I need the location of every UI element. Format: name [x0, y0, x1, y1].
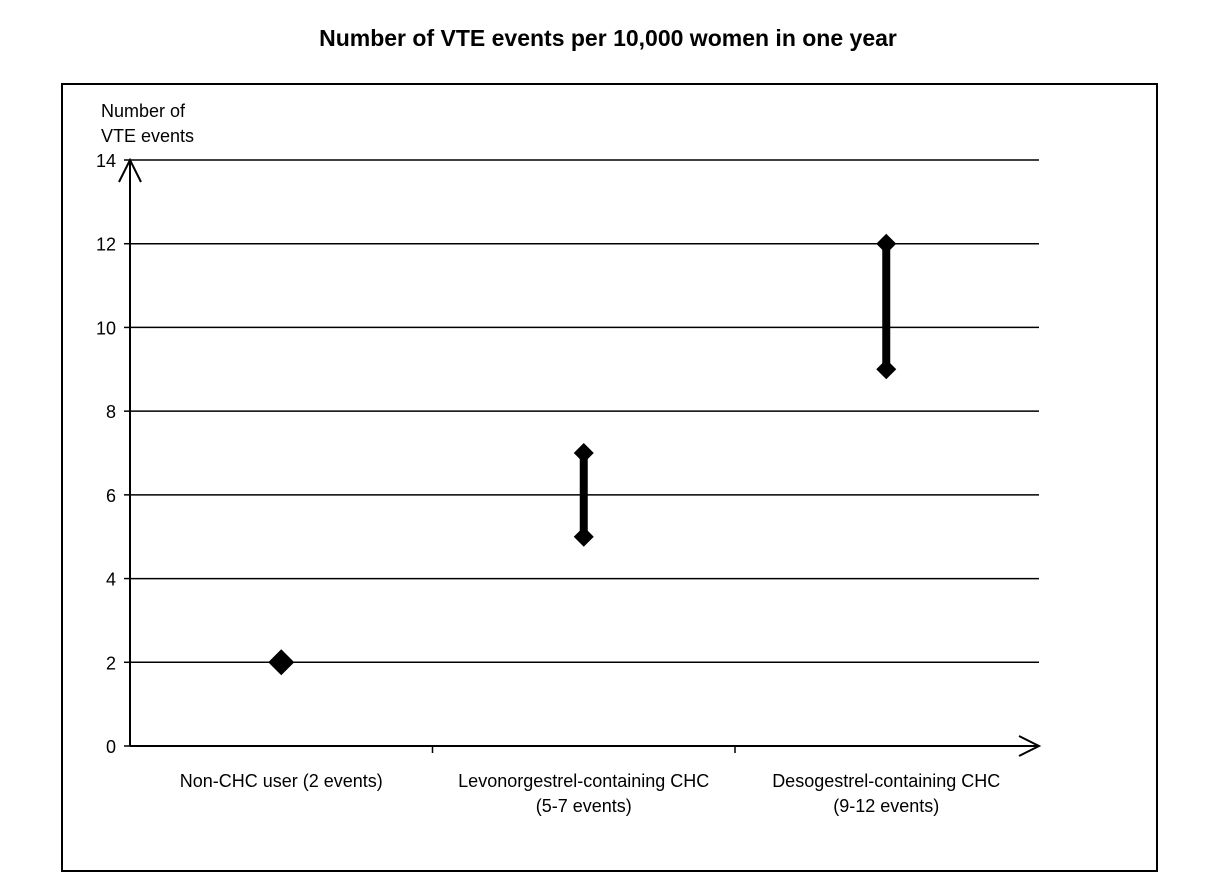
category-range-mark: [573, 443, 594, 547]
data-marks: [268, 233, 897, 676]
y-tick-label: 8: [106, 402, 116, 422]
x-category-label-sub: (5-7 events): [536, 796, 632, 816]
y-tick-label: 10: [96, 318, 116, 338]
y-tick-labels: 0 2 4 6 8 10 12 14: [96, 151, 130, 757]
y-tick-label: 12: [96, 235, 116, 255]
y-tick-label: 14: [96, 151, 116, 171]
y-tick-label: 0: [106, 737, 116, 757]
data-point-marker: [268, 649, 295, 676]
data-point-marker: [573, 443, 594, 463]
gridlines: [130, 159, 1039, 664]
category-range-mark: [876, 233, 897, 380]
x-category-label-sub: (9-12 events): [833, 796, 939, 816]
y-tick-label: 6: [106, 486, 116, 506]
x-category-label: Levonorgestrel-containing CHC: [458, 771, 709, 791]
data-point-marker: [876, 233, 897, 254]
data-point-marker: [573, 526, 594, 547]
y-tick-label: 2: [106, 653, 116, 673]
x-category-labels: Non-CHC user (2 events) Levonorgestrel-co…: [180, 771, 1001, 816]
x-category-label: Desogestrel-containing CHC: [772, 771, 1000, 791]
y-axis-arrow: [118, 157, 142, 183]
category-range-mark: [268, 649, 295, 676]
axes: [118, 157, 1042, 757]
y-tick-label: 4: [106, 570, 116, 590]
x-axis-arrow: [1018, 735, 1042, 757]
y-axis-label-line2: VTE events: [101, 126, 194, 146]
y-axis-label-line1: Number of: [101, 101, 186, 121]
chart-title: Number of VTE events per 10,000 women in…: [319, 25, 897, 51]
x-category-label: Non-CHC user (2 events): [180, 771, 383, 791]
data-point-marker: [876, 359, 897, 380]
plot-frame: [61, 83, 1158, 872]
